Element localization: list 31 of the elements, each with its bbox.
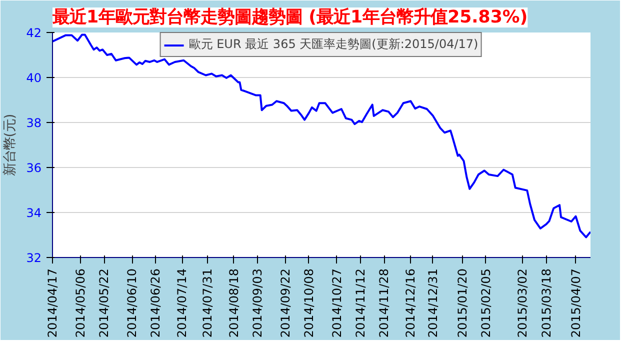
x-tick-label: 2014/06/10 [125,268,140,338]
x-tick-label: 2014/07/14 [175,268,190,338]
x-tick-label: 2014/12/16 [404,268,418,338]
x-tick-label: 2014/07/31 [200,268,214,338]
x-tick-label: 2014/06/26 [148,268,163,338]
x-tick-label: 2014/10/08 [302,268,316,338]
x-tick-label: 2015/04/07 [568,268,583,338]
chart-title: 最近1年歐元對台幣走勢圖趨勢圖 (最近1年台幣升值25.83%) [52,8,528,28]
x-tick-label: 2015/03/18 [539,268,554,338]
legend-label: 歐元 EUR 最近 365 天匯率走勢圖(更新:2015/04/17) [188,36,478,53]
x-tick-label: 2014/09/22 [278,268,292,338]
y-tick-label: 36 [26,161,42,175]
y-axis-title: 新台幣(元) [3,114,18,176]
x-tick-label: 2015/01/20 [455,268,470,338]
x-tick-label: 2014/11/28 [377,268,392,338]
y-tick-label: 34 [26,206,42,220]
line-series [52,34,590,238]
x-tick-label: 2014/10/27 [330,268,344,338]
y-tick-label: 32 [26,251,42,265]
x-tick-label: 2014/09/03 [250,268,264,338]
x-tick-label: 2014/05/06 [74,268,88,338]
x-tick-label: 2014/11/12 [354,268,368,338]
x-tick-label: 2014/08/18 [226,268,241,338]
x-tick-label: 2014/04/17 [46,268,60,338]
y-tick-label: 42 [26,26,42,40]
x-tick-label: 2015/03/02 [516,268,530,338]
y-tick-label: 38 [26,116,42,130]
x-tick-label: 2014/12/31 [426,268,440,338]
x-tick-label: 2015/02/05 [478,268,493,338]
x-tick-label: 2014/05/22 [97,268,112,338]
y-tick-label: 40 [26,71,42,85]
